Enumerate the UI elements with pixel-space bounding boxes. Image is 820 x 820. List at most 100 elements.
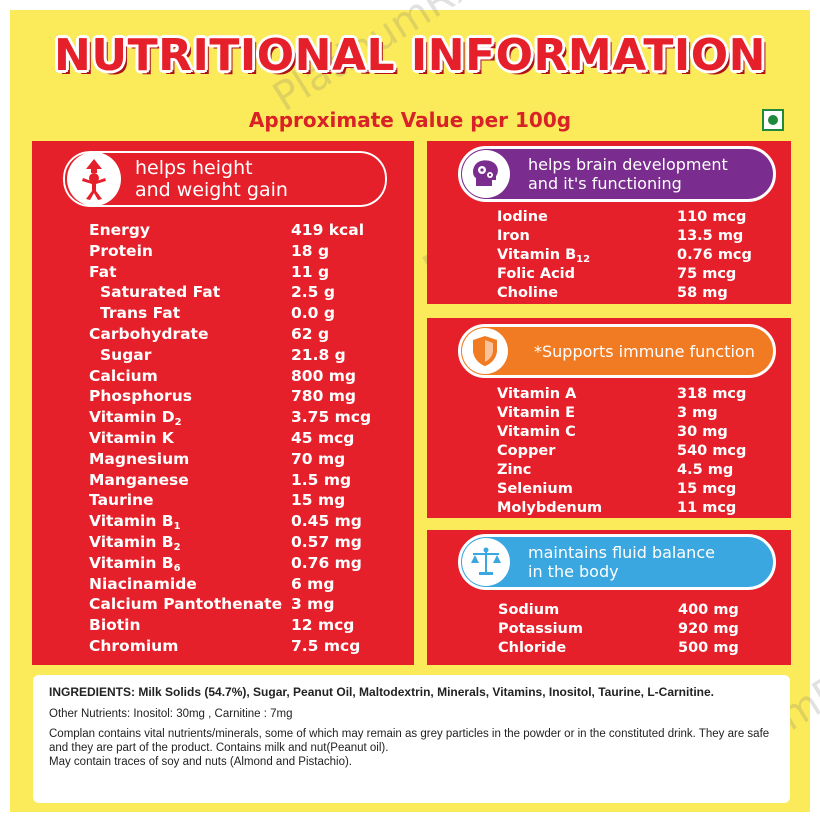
nutrient-name: Molybdenum: [497, 500, 603, 516]
nutrient-name: Vitamin K: [89, 428, 174, 447]
nutrient-name: Potassium: [498, 621, 583, 637]
product-note: Complan contains vital nutrients/mineral…: [49, 728, 770, 754]
nutrient-name: Calcium: [89, 366, 158, 385]
nutrient-value: 0.76 mg: [291, 553, 362, 572]
heading-pill-fluid: maintains fluid balance in the body: [458, 534, 776, 590]
nutrient-name: Sugar: [100, 345, 152, 364]
heading-pill-brain: helps brain development and it's functio…: [458, 146, 776, 202]
nutrient-name: Selenium: [497, 481, 573, 497]
nutrient-value: 540 mcg: [677, 443, 747, 459]
nutrient-name: Trans Fat: [100, 304, 181, 323]
page-title: NUTRITIONAL INFORMATION: [54, 30, 766, 81]
nutrient-row: Chromium 7.5 mcg: [89, 636, 371, 657]
nutrient-value: 7.5 mcg: [291, 636, 361, 655]
nutrient-value: 780 mg: [291, 387, 356, 406]
nutrient-value: 6 mg: [291, 574, 335, 593]
nutrient-row: Biotin 12 mcg: [89, 615, 371, 636]
nutrient-name: Vitamin B6: [89, 553, 181, 574]
nutrient-row: Iodine 110 mcg: [497, 208, 752, 227]
nutrient-value: 11 mcg: [677, 500, 737, 516]
shield-icon: [462, 328, 508, 374]
nutrient-value: 18 g: [291, 241, 330, 260]
nutrient-list-fluid: Sodium 400 mg Potassium 920 mg Chloride 500 m…: [498, 601, 739, 658]
growth-child-icon: [67, 152, 121, 206]
nutrient-row: Vitamin K 45 mcg: [89, 428, 371, 449]
nutrient-row: Vitamin E 3 mg: [497, 404, 746, 423]
nutrient-row: Magnesium 70 mg: [89, 449, 371, 470]
nutrient-name: Vitamin B2: [89, 532, 181, 553]
nutrient-value: 500 mg: [678, 640, 739, 656]
nutrient-value: 75 mcg: [677, 266, 737, 282]
nutrient-name: Manganese: [89, 470, 189, 489]
nutrient-name: Vitamin B12: [497, 247, 591, 265]
nutrient-value: 30 mg: [677, 424, 728, 440]
nutrient-value: 12 mcg: [291, 616, 355, 635]
nutrient-name: Vitamin D2: [89, 408, 182, 429]
nutrient-row: Vitamin B2 0.57 mg: [89, 532, 371, 553]
nutrient-name: Protein: [89, 241, 153, 260]
nutrient-value: 58 mg: [677, 285, 728, 301]
nutrient-row: Fat 11 g: [89, 262, 371, 283]
nutrient-value: 3 mg: [677, 405, 718, 421]
nutrient-value: 0.45 mg: [291, 512, 362, 531]
nutrient-row: Vitamin B12 0.76 mcg: [497, 246, 752, 265]
nutrient-value: 0.76 mcg: [677, 247, 752, 263]
nutrient-list-brain: Iodine 110 mcg Iron 13.5 mg Vitamin B12 0.76 …: [497, 208, 752, 303]
nutrient-name: Phosphorus: [89, 387, 192, 406]
nutrient-name: Calcium Pantothenate: [89, 595, 283, 614]
brain-gears-icon: [462, 150, 510, 198]
nutrient-row: Selenium 15 mcg: [497, 480, 746, 499]
heading-line: in the body: [528, 562, 619, 581]
nutrient-value: 419 kcal: [291, 221, 365, 239]
heading-line: and it's functioning: [528, 174, 682, 193]
nutrient-row: Molybdenum 11 mcg: [497, 499, 746, 518]
nutrient-row: Potassium 920 mg: [498, 620, 739, 639]
nutrient-row: Calcium Pantothenate 3 mg: [89, 594, 371, 615]
nutrient-name: Saturated Fat: [100, 283, 221, 302]
nutrient-row: Choline 58 mg: [497, 284, 752, 303]
heading-pill-immune: *Supports immune function: [458, 324, 776, 378]
nutrient-row: Energy 419 kcal: [89, 220, 371, 241]
ingredients-list: INGREDIENTS: Milk Solids (54.7%), Sugar,…: [49, 685, 715, 699]
nutrient-value: 15 mcg: [677, 481, 737, 497]
nutrient-row: Vitamin B1 0.45 mg: [89, 511, 371, 532]
nutrient-row: Zinc 4.5 mg: [497, 461, 746, 480]
nutrient-row: Protein 18 g: [89, 241, 371, 262]
nutrient-value: 70 mg: [291, 449, 346, 468]
nutrient-name: Vitamin C: [497, 424, 576, 440]
nutrient-name: Vitamin B1: [89, 512, 181, 533]
nutrient-name: Sodium: [498, 602, 560, 618]
page-subtitle: Approximate Value per 100g: [248, 108, 572, 132]
nutrient-value: 45 mcg: [291, 428, 355, 447]
nutrient-name: Niacinamide: [89, 574, 197, 593]
nutrient-value: 920 mg: [678, 621, 739, 637]
nutrient-value: 13.5 mg: [677, 228, 744, 244]
nutrient-row: Sodium 400 mg: [498, 601, 739, 620]
heading-pill-height-weight: helps height and weight gain: [60, 148, 390, 210]
nutrient-name: Carbohydrate: [89, 324, 209, 343]
nutrient-row: Vitamin C 30 mg: [497, 423, 746, 442]
nutrient-value: 4.5 mg: [677, 462, 734, 478]
nutrient-row: Saturated Fat 2.5 g: [89, 282, 371, 303]
heading-line: and weight gain: [135, 179, 288, 201]
nutrient-value: 110 mcg: [677, 209, 747, 225]
panel-height-weight: [32, 141, 414, 665]
nutrient-value: 0.57 mg: [291, 532, 362, 551]
nutrient-list-immune: Vitamin A 318 mcg Vitamin E 3 mg Vitamin C 30…: [497, 385, 746, 518]
nutrient-row: Manganese 1.5 mg: [89, 470, 371, 491]
nutrient-row: Sugar 21.8 g: [89, 345, 371, 366]
veg-mark-icon: [762, 109, 784, 131]
heading-line: helps brain development: [528, 155, 728, 174]
nutrient-name: Vitamin A: [497, 386, 577, 402]
nutrient-value: 2.5 g: [291, 283, 335, 302]
other-nutrients: Other Nutrients: Inositol: 30mg , Carnit…: [49, 708, 293, 720]
nutrient-row: Calcium 800 mg: [89, 366, 371, 387]
allergen-note: May contain traces of soy and nuts (Almo…: [49, 756, 352, 768]
nutrient-value: 400 mg: [678, 602, 739, 618]
nutrient-name: Vitamin E: [497, 405, 576, 421]
nutrient-row: Vitamin D2 3.75 mcg: [89, 407, 371, 428]
nutrient-row: Iron 13.5 mg: [497, 227, 752, 246]
nutrient-name: Choline: [497, 285, 559, 301]
nutrient-name: Folic Acid: [497, 266, 576, 282]
nutrient-row: Chloride 500 mg: [498, 639, 739, 658]
